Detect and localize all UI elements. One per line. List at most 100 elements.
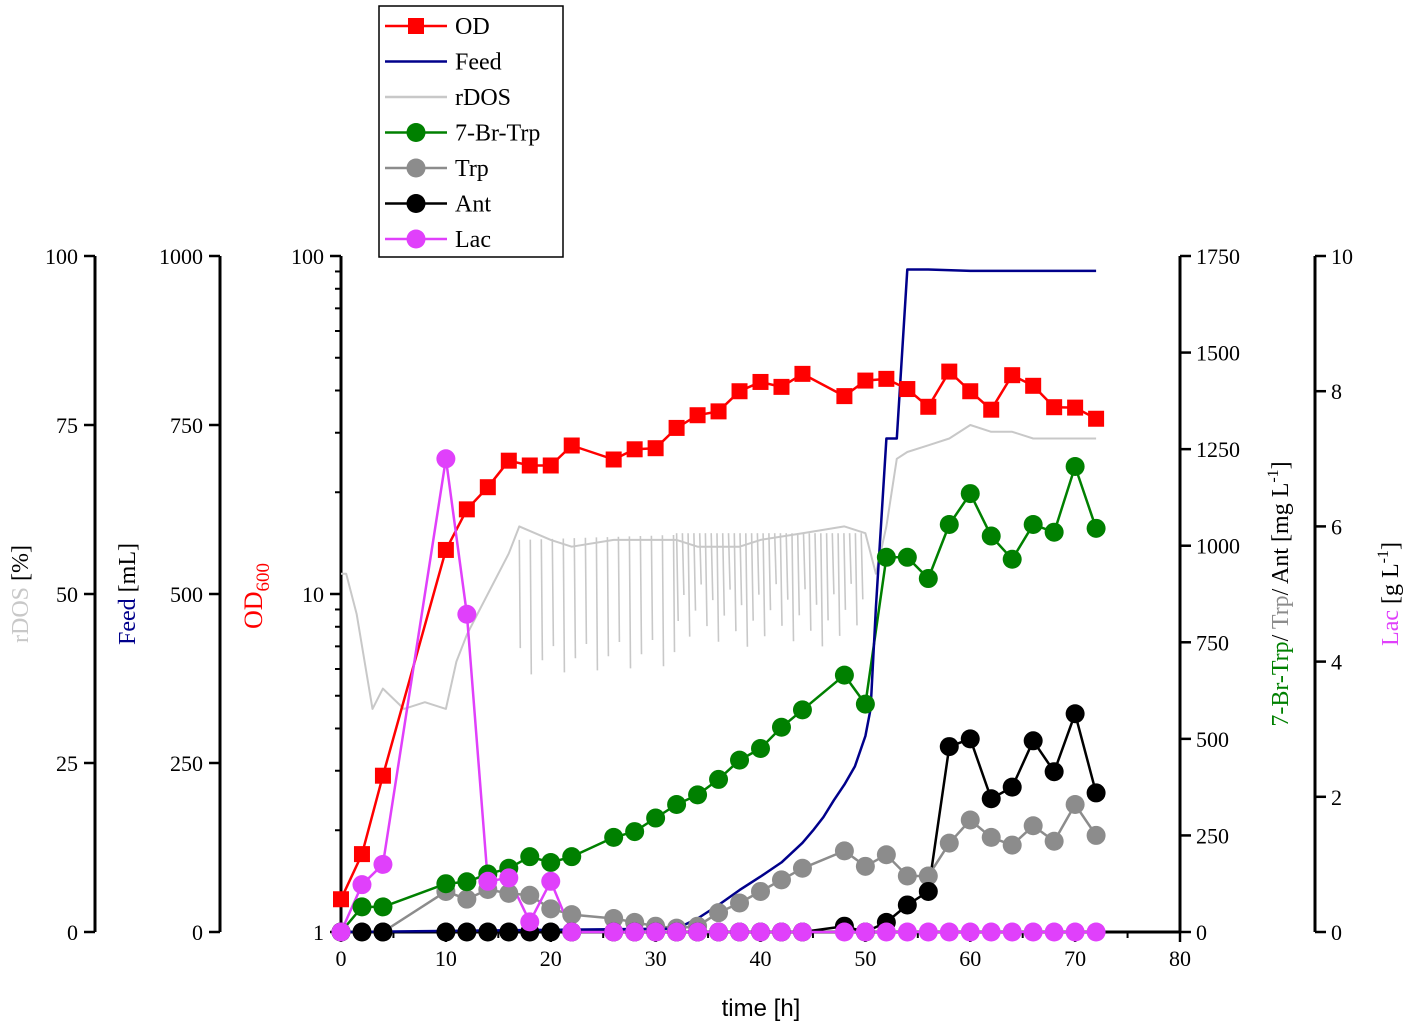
od-point xyxy=(836,388,853,405)
trp-point xyxy=(1002,835,1022,855)
legend-od-marker xyxy=(408,18,424,34)
brtrp-point xyxy=(1065,457,1085,477)
feed-axis-label-unit: [mL] xyxy=(115,543,141,598)
x-axis-label: time [h] xyxy=(722,995,801,1022)
trp-point xyxy=(792,858,812,878)
brtrp-point xyxy=(709,769,729,789)
trp-point xyxy=(562,905,582,925)
brtrp-point xyxy=(562,847,582,867)
brtrp-point xyxy=(876,547,896,567)
ant-line xyxy=(341,712,1098,934)
conc-axis: 0 250 500 750 1000 1250 1500 1750 xyxy=(1178,244,1240,945)
lac-point xyxy=(604,922,624,942)
ant-point xyxy=(981,789,1001,809)
brtrp-point xyxy=(352,897,372,917)
legend-trp-marker xyxy=(406,158,426,178)
brtrp-point xyxy=(646,808,666,828)
trp-point xyxy=(834,841,854,861)
od-point xyxy=(500,452,517,469)
od-axis: 1 10 100 xyxy=(291,244,343,945)
brtrp-point xyxy=(604,827,624,847)
lac-point xyxy=(646,922,666,942)
conc-label-end: ] xyxy=(1268,461,1294,469)
lac-point xyxy=(855,922,875,942)
lac-tick-label: 0 xyxy=(1331,920,1342,945)
x-tick-label: 10 xyxy=(435,946,457,971)
lac-point xyxy=(1065,922,1085,942)
ant-point xyxy=(897,895,917,915)
od-axis-label-sub: 600 xyxy=(253,563,274,592)
ant-point xyxy=(373,922,393,942)
feed-tick-label: 1000 xyxy=(159,244,203,269)
od-point xyxy=(437,541,454,558)
brtrp-point xyxy=(1086,518,1106,538)
od-point xyxy=(689,407,706,424)
brtrp-point xyxy=(1044,522,1064,542)
feed-tick-label: 500 xyxy=(170,582,203,607)
x-tick-label: 80 xyxy=(1169,946,1191,971)
trp-point xyxy=(709,903,729,923)
x-tick-label: 0 xyxy=(336,946,347,971)
od-point xyxy=(333,891,349,908)
lac-axis: 0 2 4 6 8 10 xyxy=(1313,244,1353,945)
lac-tick-label: 2 xyxy=(1331,785,1342,810)
feed-line xyxy=(340,268,1097,934)
lac-point xyxy=(436,449,456,469)
conc-label-sup: -1 xyxy=(1265,469,1282,482)
lac-point xyxy=(352,875,372,895)
lac-point xyxy=(625,922,645,942)
legend-7-br-trp-marker xyxy=(406,123,426,142)
feed-axis: 0 250 500 750 1000 xyxy=(159,244,222,945)
lac-tick-label: 6 xyxy=(1331,514,1342,539)
lac-point xyxy=(751,922,770,942)
rdos-axis-label: rDOS [%] xyxy=(8,545,34,643)
lac-point xyxy=(457,604,477,624)
rdos-axis: 0 25 50 75 100 xyxy=(45,244,97,945)
lac-point xyxy=(478,871,498,891)
brtrp-point xyxy=(457,872,477,892)
lac-axis-label-sup: -1 xyxy=(1375,550,1392,563)
lac-point xyxy=(373,854,393,874)
brtrp-point xyxy=(667,795,687,815)
od-point xyxy=(962,383,979,400)
ant-point xyxy=(352,922,372,942)
brtrp-point xyxy=(520,847,540,867)
lac-point xyxy=(709,922,729,942)
conc-tick-label: 1750 xyxy=(1196,244,1240,269)
lac-point xyxy=(730,922,750,942)
ant-point xyxy=(436,922,456,942)
feed-tick-label: 750 xyxy=(170,413,203,438)
brtrp-point xyxy=(625,822,645,842)
lac-point xyxy=(541,871,561,891)
trp-point xyxy=(960,810,980,830)
trp-point xyxy=(981,827,1001,847)
legend-trp-label: Trp xyxy=(455,156,489,182)
brtrp-point xyxy=(1002,549,1022,569)
lac-point xyxy=(834,922,854,942)
legend-rdos-label: rDOS xyxy=(455,85,511,111)
feed-tick-label: 250 xyxy=(170,751,203,776)
conc-label-brtrp: 7-Br-Trp xyxy=(1268,641,1294,726)
lac-line xyxy=(339,457,1097,934)
od-point xyxy=(668,419,685,436)
x-tick-label: 40 xyxy=(750,946,772,971)
od-point xyxy=(878,370,895,387)
trp-point xyxy=(918,866,938,886)
rdos-line xyxy=(341,424,1097,710)
trp-point xyxy=(541,899,561,919)
rdos-axis-label-unit: [%] xyxy=(8,545,34,587)
brtrp-point xyxy=(436,874,456,894)
brtrp-point xyxy=(960,484,980,504)
rdos-oscillation xyxy=(518,533,864,675)
od-point xyxy=(773,378,790,395)
conc-axis-label: 7-Br-Trp/ Trp/ Ant [mg L-1] xyxy=(1265,461,1294,726)
conc-label-trp: Trp xyxy=(1268,595,1294,629)
brtrp-point xyxy=(834,665,854,685)
lac-axis-label-name: Lac xyxy=(1378,610,1404,646)
od-point xyxy=(899,381,916,398)
od-point xyxy=(731,383,748,400)
trp-point xyxy=(604,908,624,928)
trp-point xyxy=(1023,816,1043,836)
lac-point xyxy=(876,922,896,942)
od-tick-label: 100 xyxy=(291,244,324,269)
